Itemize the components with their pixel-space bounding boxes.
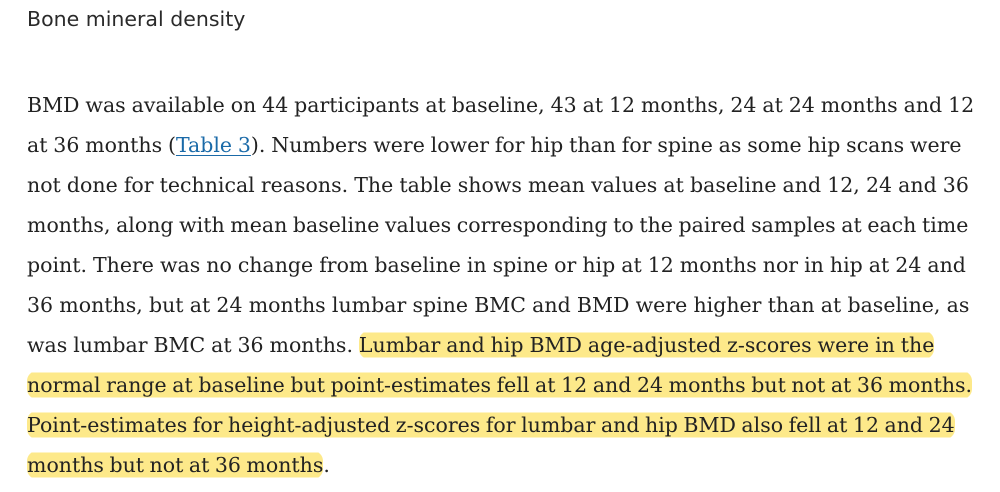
- paragraph-line: BMD was available on 44 participants at …: [27, 93, 975, 117]
- body-paragraph: BMD was available on 44 participants at …: [27, 85, 995, 485]
- highlighted-text: Lumbar and hip BMD age-adjusted z-scores…: [358, 331, 935, 359]
- table-3-link[interactable]: Table 3: [175, 133, 251, 157]
- paragraph-line: 36 months, but at 24 months lumbar spine…: [27, 293, 970, 317]
- paragraph-text: ). Numbers were lower for hip than for s…: [250, 133, 962, 157]
- highlighted-text: months but not at 36 months: [27, 451, 324, 479]
- paragraph-line: point. There was no change from baseline…: [27, 253, 966, 277]
- section-heading: Bone mineral density: [27, 7, 246, 31]
- paragraph-text: .: [323, 453, 330, 477]
- paragraph-line: normal range at baseline but point-estim…: [27, 365, 995, 405]
- paragraph-line: at 36 months (Table 3). Numbers were low…: [27, 125, 995, 165]
- paragraph-line: months, along with mean baseline values …: [27, 213, 969, 237]
- paragraph-line: not done for technical reasons. The tabl…: [27, 173, 969, 197]
- paragraph-line: months but not at 36 months.: [27, 445, 995, 485]
- highlighted-text: Point-estimates for height-adjusted z-sc…: [27, 411, 955, 439]
- paragraph-line: Point-estimates for height-adjusted z-sc…: [27, 405, 995, 445]
- paragraph-text: was lumbar BMC at 36 months.: [27, 333, 359, 357]
- paragraph-text: at 36 months (: [27, 133, 176, 157]
- paragraph-line: was lumbar BMC at 36 months. Lumbar and …: [27, 325, 995, 365]
- highlighted-text: normal range at baseline but point-estim…: [27, 371, 973, 399]
